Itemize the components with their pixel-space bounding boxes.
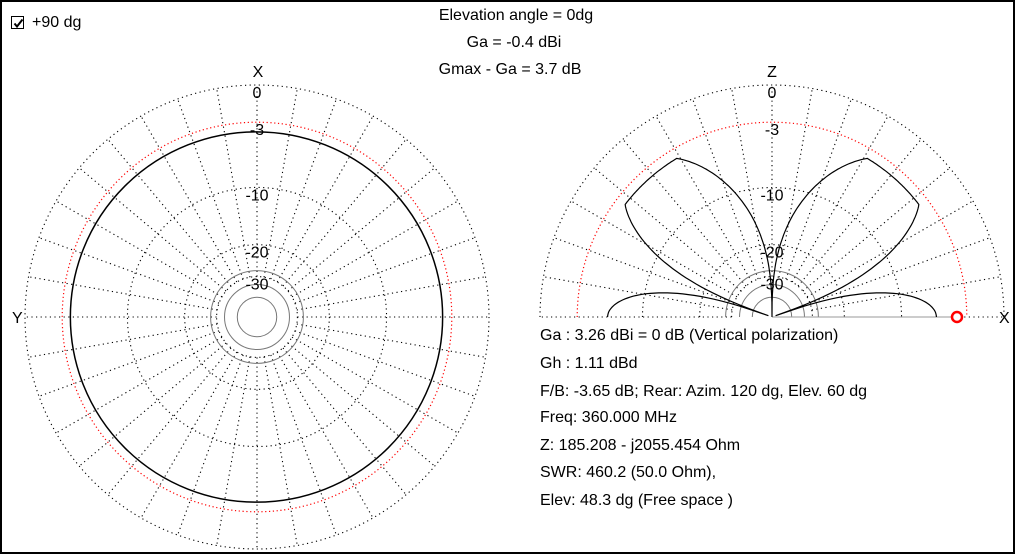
reference-ring xyxy=(61,121,453,513)
grid-spoke xyxy=(263,356,298,546)
checkmark-icon xyxy=(13,18,24,29)
axis-label-z: Z xyxy=(767,64,777,81)
axis-label-x: X xyxy=(999,310,1010,327)
info-ga: Ga : 3.26 dBi = 0 dB (Vertical polarizat… xyxy=(540,327,839,344)
azimuth-polar-plot: 0 -3 -10 -20 -30 X Y xyxy=(12,64,490,550)
grid-spoke xyxy=(276,115,374,283)
grid-spoke xyxy=(276,351,374,519)
info-gh: Gh : 1.11 dBd xyxy=(540,355,638,372)
info-swr: SWR: 460.2 (50.0 Ohm), xyxy=(540,464,717,481)
grid-spoke xyxy=(55,200,223,298)
grid-spoke xyxy=(140,351,238,519)
grid-spoke xyxy=(622,138,747,287)
reference-ring xyxy=(576,121,968,318)
grid-ring xyxy=(539,84,1005,318)
grid-spoke xyxy=(806,200,974,298)
ring-label: -10 xyxy=(245,187,268,204)
header-ga-text: Ga = -0.4 dBi xyxy=(466,34,562,51)
grid-spoke xyxy=(282,138,407,287)
plus-90-dg-checkbox[interactable] xyxy=(11,16,24,29)
grid-spoke xyxy=(291,336,459,434)
grid-spoke xyxy=(294,330,476,397)
grid-spoke xyxy=(287,167,436,292)
grid-spoke xyxy=(797,138,922,287)
plus-90-dg-label: +90 dg xyxy=(32,14,82,31)
grid-spoke xyxy=(593,167,742,292)
ring-label: -10 xyxy=(760,187,783,204)
grid-ring xyxy=(699,244,845,318)
grid-spoke xyxy=(177,354,244,536)
inner-ring xyxy=(224,284,290,350)
grid-spoke xyxy=(543,276,733,311)
ring-label: -30 xyxy=(760,277,783,294)
grid-spoke xyxy=(28,276,218,311)
ring-label: -20 xyxy=(245,245,268,262)
ring-label: -3 xyxy=(250,122,264,139)
ring-label: 0 xyxy=(768,85,777,102)
grid-spoke xyxy=(55,336,223,434)
grid-spoke xyxy=(553,237,735,304)
axis-label-x: X xyxy=(253,64,264,81)
max-gain-marker xyxy=(950,310,964,324)
grid-spoke xyxy=(282,347,407,496)
ring-label: -20 xyxy=(760,245,783,262)
grid-ring xyxy=(641,186,903,318)
grid-spoke xyxy=(778,88,813,278)
inner-ring xyxy=(739,284,805,318)
inner-ring xyxy=(210,270,304,364)
info-frequency: Freq: 360.000 MHz xyxy=(540,409,677,426)
grid-spoke xyxy=(294,237,476,304)
gmax-ga-text: Gmax - Ga = 3.7 dB xyxy=(438,61,582,78)
grid-spoke xyxy=(785,98,852,280)
grid-ring xyxy=(184,244,330,390)
grid-spoke xyxy=(270,98,337,280)
grid-spoke xyxy=(140,115,238,283)
grid-spoke xyxy=(570,200,738,298)
ring-label: 0 xyxy=(253,85,262,102)
grid-spoke xyxy=(296,323,486,358)
grid-spoke xyxy=(38,237,220,304)
grid-spoke xyxy=(38,330,220,397)
grid-spoke xyxy=(809,237,991,304)
info-impedance: Z: 185.208 - j2055.454 Ohm xyxy=(540,437,741,454)
grid-spoke xyxy=(802,167,951,292)
info-front-back: F/B: -3.65 dB; Rear: Azim. 120 dg, Elev.… xyxy=(540,383,867,400)
elevation-polar-plot: 0 -3 -10 -20 -30 Z X xyxy=(539,64,1010,327)
grid-spoke xyxy=(291,200,459,298)
info-elevation: Elev: 48.3 dg (Free space ) xyxy=(540,492,733,509)
grid-spoke xyxy=(107,347,232,496)
grid-spoke xyxy=(78,342,227,467)
azimuth-pattern-trace xyxy=(69,131,444,503)
ring-label: -3 xyxy=(765,122,779,139)
axis-label-y: Y xyxy=(12,310,23,327)
grid-spoke xyxy=(216,356,251,546)
grid-spoke xyxy=(270,354,337,536)
grid-ring xyxy=(126,186,388,448)
inner-ring xyxy=(725,270,819,318)
grid-spoke xyxy=(78,167,227,292)
ring-label: -30 xyxy=(245,277,268,294)
elevation-pattern-trace xyxy=(607,157,937,318)
grid-spoke xyxy=(107,138,232,287)
grid-ring xyxy=(24,84,490,550)
inner-ring xyxy=(236,296,278,338)
grid-spoke xyxy=(692,98,759,280)
grid-spoke xyxy=(655,115,753,283)
grid-spoke xyxy=(287,342,436,467)
elevation-angle-text: Elevation angle = 0dg xyxy=(438,7,594,24)
grid-spoke xyxy=(791,115,889,283)
grid-spoke xyxy=(177,98,244,280)
grid-spoke xyxy=(296,276,486,311)
